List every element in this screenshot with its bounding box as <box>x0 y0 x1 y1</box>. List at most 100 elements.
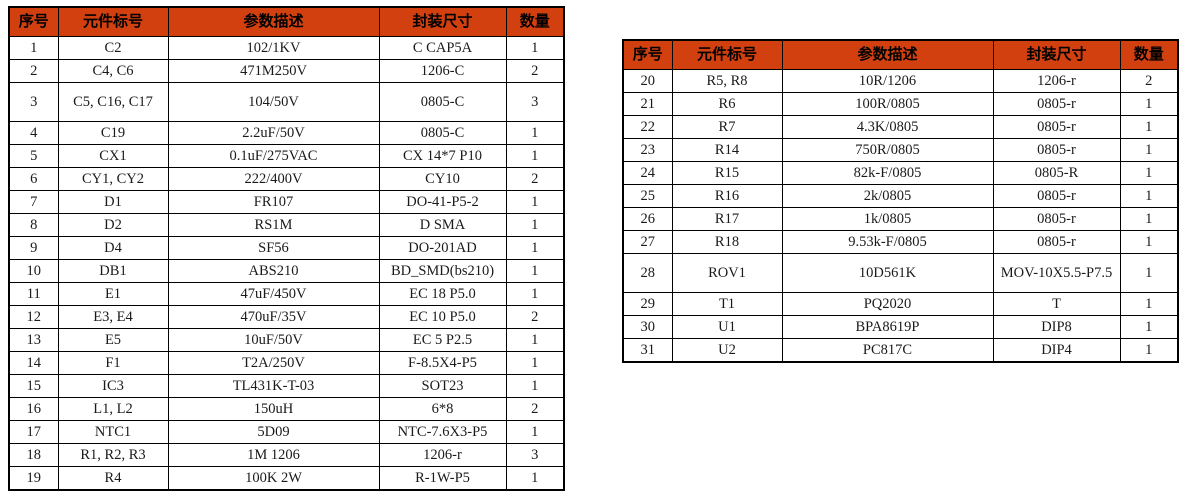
cell-description: 0.1uF/275VAC <box>167 144 380 168</box>
cell-description: 10D561K <box>781 253 994 293</box>
table-row: 25 R16 2k/0805 0805-r 1 <box>622 184 1179 208</box>
table-row: 12 E3, E4 470uF/35V EC 10 P5.0 2 <box>8 305 565 329</box>
cell-reference: CX1 <box>57 144 169 168</box>
cell-package: EC 10 P5.0 <box>378 305 507 329</box>
cell-reference: E5 <box>57 328 169 352</box>
cell-index: 8 <box>8 213 59 237</box>
table-row: 3 C5, C16, C17 104/50V 0805-C 3 <box>8 82 565 122</box>
cell-description: 2.2uF/50V <box>167 121 380 145</box>
cell-quantity: 1 <box>505 36 565 60</box>
cell-description: 47uF/450V <box>167 282 380 306</box>
cell-index: 15 <box>8 374 59 398</box>
cell-reference: D4 <box>57 236 169 260</box>
cell-index: 17 <box>8 420 59 444</box>
cell-package: EC 5 P2.5 <box>378 328 507 352</box>
table-row: 4 C19 2.2uF/50V 0805-C 1 <box>8 121 565 145</box>
cell-index: 27 <box>622 230 673 254</box>
header-row: 序号 元件标号 参数描述 封装尺寸 数量 <box>622 39 1179 70</box>
cell-quantity: 1 <box>505 190 565 214</box>
cell-quantity: 1 <box>505 351 565 375</box>
cell-index: 4 <box>8 121 59 145</box>
cell-quantity: 1 <box>505 213 565 237</box>
cell-index: 20 <box>622 69 673 93</box>
cell-description: 100R/0805 <box>781 92 994 116</box>
cell-package: EC 18 P5.0 <box>378 282 507 306</box>
cell-description: 10R/1206 <box>781 69 994 93</box>
table-row: 5 CX1 0.1uF/275VAC CX 14*7 P10 1 <box>8 144 565 168</box>
cell-quantity: 1 <box>1119 161 1179 185</box>
cell-reference: IC3 <box>57 374 169 398</box>
cell-description: 222/400V <box>167 167 380 191</box>
cell-package: 0805-C <box>378 121 507 145</box>
cell-reference: R15 <box>671 161 783 185</box>
cell-description: 82k-F/0805 <box>781 161 994 185</box>
cell-quantity: 1 <box>1119 253 1179 293</box>
cell-reference: D2 <box>57 213 169 237</box>
table-body-right: 20 R5, R8 10R/1206 1206-r 2 21 R6 100R/0805 0805… <box>622 69 1179 363</box>
table-row: 20 R5, R8 10R/1206 1206-r 2 <box>622 69 1179 93</box>
cell-description: 471M250V <box>167 59 380 83</box>
cell-reference: R1, R2, R3 <box>57 443 169 467</box>
cell-reference: R16 <box>671 184 783 208</box>
column-header-description: 参数描述 <box>167 6 380 37</box>
cell-reference: T1 <box>671 292 783 316</box>
table-row: 24 R15 82k-F/0805 0805-R 1 <box>622 161 1179 185</box>
cell-index: 24 <box>622 161 673 185</box>
cell-quantity: 2 <box>505 397 565 421</box>
cell-quantity: 1 <box>1119 338 1179 363</box>
cell-package: 0805-r <box>992 92 1121 116</box>
table-row: 16 L1, L2 150uH 6*8 2 <box>8 397 565 421</box>
cell-description: 9.53k-F/0805 <box>781 230 994 254</box>
cell-package: C CAP5A <box>378 36 507 60</box>
table-row: 22 R7 4.3K/0805 0805-r 1 <box>622 115 1179 139</box>
cell-description: 2k/0805 <box>781 184 994 208</box>
cell-package: DO-41-P5-2 <box>378 190 507 214</box>
cell-package: DIP8 <box>992 315 1121 339</box>
cell-reference: ROV1 <box>671 253 783 293</box>
bom-table-right: 序号 元件标号 参数描述 封装尺寸 数量 20 R5, R8 10R/1206 120… <box>622 39 1179 363</box>
cell-description: 104/50V <box>167 82 380 122</box>
cell-reference: C2 <box>57 36 169 60</box>
cell-description: 102/1KV <box>167 36 380 60</box>
cell-quantity: 1 <box>505 328 565 352</box>
table-row: 8 D2 RS1M D SMA 1 <box>8 213 565 237</box>
cell-quantity: 2 <box>1119 69 1179 93</box>
cell-quantity: 1 <box>1119 292 1179 316</box>
cell-quantity: 2 <box>505 305 565 329</box>
cell-reference: NTC1 <box>57 420 169 444</box>
cell-index: 26 <box>622 207 673 231</box>
cell-quantity: 3 <box>505 82 565 122</box>
table-row: 13 E5 10uF/50V EC 5 P2.5 1 <box>8 328 565 352</box>
cell-description: 750R/0805 <box>781 138 994 162</box>
cell-quantity: 1 <box>1119 207 1179 231</box>
cell-package: CY10 <box>378 167 507 191</box>
cell-index: 30 <box>622 315 673 339</box>
cell-package: 1206-C <box>378 59 507 83</box>
table-body-left: 1 C2 102/1KV C CAP5A 1 2 C4, C6 471M250V 1206-C 2… <box>8 36 565 491</box>
cell-quantity: 1 <box>1119 315 1179 339</box>
cell-reference: E3, E4 <box>57 305 169 329</box>
cell-package: D SMA <box>378 213 507 237</box>
cell-reference: R5, R8 <box>671 69 783 93</box>
cell-package: DO-201AD <box>378 236 507 260</box>
column-header-index: 序号 <box>8 6 59 37</box>
column-header-package: 封装尺寸 <box>378 6 507 37</box>
cell-index: 13 <box>8 328 59 352</box>
cell-description: 4.3K/0805 <box>781 115 994 139</box>
cell-description: FR107 <box>167 190 380 214</box>
cell-description: 1M 1206 <box>167 443 380 467</box>
cell-index: 21 <box>622 92 673 116</box>
header-row: 序号 元件标号 参数描述 封装尺寸 数量 <box>8 6 565 37</box>
cell-index: 5 <box>8 144 59 168</box>
cell-quantity: 1 <box>1119 230 1179 254</box>
table-header-right: 序号 元件标号 参数描述 封装尺寸 数量 <box>622 39 1179 70</box>
cell-package: 0805-r <box>992 230 1121 254</box>
cell-reference: R7 <box>671 115 783 139</box>
table-row: 23 R14 750R/0805 0805-r 1 <box>622 138 1179 162</box>
cell-index: 2 <box>8 59 59 83</box>
table-row: 7 D1 FR107 DO-41-P5-2 1 <box>8 190 565 214</box>
column-header-index: 序号 <box>622 39 673 70</box>
cell-index: 11 <box>8 282 59 306</box>
column-header-quantity: 数量 <box>505 6 565 37</box>
cell-index: 12 <box>8 305 59 329</box>
